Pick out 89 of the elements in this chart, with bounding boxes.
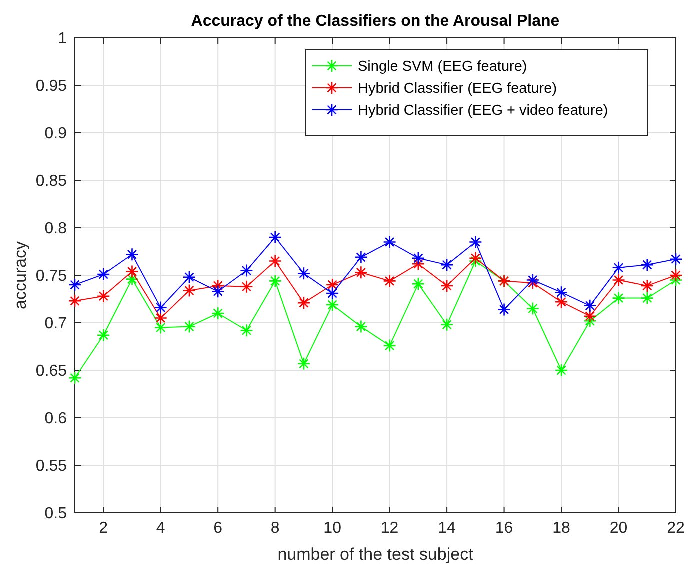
chart-title: Accuracy of the Classifiers on the Arousal Plane bbox=[191, 13, 560, 30]
point bbox=[440, 258, 454, 272]
point bbox=[211, 306, 225, 320]
y-tick-label: 0.6 bbox=[44, 410, 68, 428]
point bbox=[96, 328, 110, 342]
x-tick-label: 14 bbox=[438, 520, 456, 537]
y-tick-label: 1 bbox=[58, 30, 68, 48]
x-tick-label: 12 bbox=[380, 520, 399, 537]
point bbox=[526, 276, 540, 290]
point bbox=[612, 292, 626, 305]
point bbox=[640, 292, 654, 305]
point bbox=[268, 274, 282, 288]
y-tick-label: 0.7 bbox=[44, 316, 68, 333]
point bbox=[554, 364, 568, 378]
point bbox=[640, 279, 654, 293]
point bbox=[412, 277, 426, 291]
legend-label: Hybrid Classifier (EEG + video feature) bbox=[358, 103, 608, 120]
point bbox=[612, 274, 626, 287]
x-tick-label: 2 bbox=[99, 520, 108, 537]
point bbox=[96, 268, 110, 282]
point bbox=[583, 299, 597, 313]
point bbox=[326, 298, 340, 312]
point bbox=[583, 310, 597, 323]
x-axis-title: number of the test subject bbox=[278, 545, 474, 564]
point bbox=[554, 286, 568, 300]
point bbox=[297, 357, 311, 370]
point bbox=[182, 284, 196, 298]
point bbox=[68, 294, 82, 308]
point bbox=[498, 303, 511, 316]
point bbox=[469, 254, 482, 268]
point bbox=[326, 278, 340, 292]
x-tick-label: 18 bbox=[552, 520, 571, 537]
point bbox=[554, 295, 568, 309]
x-tick-label: 16 bbox=[495, 520, 514, 537]
point bbox=[383, 339, 396, 352]
x-tick-label: 6 bbox=[214, 520, 223, 537]
y-tick-label: 0.95 bbox=[36, 78, 68, 96]
point bbox=[182, 320, 196, 334]
point bbox=[526, 302, 540, 316]
point bbox=[154, 301, 168, 314]
y-tick-label: 0.8 bbox=[44, 220, 68, 238]
point bbox=[297, 266, 311, 280]
point bbox=[669, 252, 683, 266]
point bbox=[268, 230, 282, 244]
y-tick-label: 0.9 bbox=[44, 126, 68, 143]
point bbox=[154, 321, 168, 334]
y-tick-label: 0.65 bbox=[36, 363, 68, 380]
point bbox=[526, 274, 540, 287]
point bbox=[96, 290, 110, 304]
point bbox=[68, 278, 82, 292]
point bbox=[612, 261, 626, 275]
point bbox=[126, 248, 139, 262]
point bbox=[240, 324, 254, 338]
x-tick-label: 10 bbox=[324, 520, 342, 537]
point bbox=[68, 371, 82, 385]
point bbox=[126, 272, 139, 286]
legend-label: Single SVM (EEG feature) bbox=[358, 59, 528, 76]
point bbox=[240, 264, 254, 278]
point bbox=[268, 254, 282, 268]
point bbox=[354, 320, 368, 334]
y-tick-label: 0.5 bbox=[44, 506, 68, 523]
point bbox=[440, 279, 454, 293]
point bbox=[211, 279, 225, 293]
y-tick-label: 0.55 bbox=[36, 458, 68, 476]
point bbox=[412, 252, 426, 266]
y-tick-label: 0.85 bbox=[36, 173, 68, 190]
x-tick-label: 22 bbox=[667, 520, 685, 537]
point bbox=[240, 280, 254, 294]
point bbox=[640, 258, 654, 272]
point bbox=[211, 285, 225, 298]
legend-label: Hybrid Classifier (EEG feature) bbox=[358, 81, 558, 98]
x-tick-label: 20 bbox=[610, 520, 628, 537]
x-tick-label: 8 bbox=[270, 520, 280, 537]
point bbox=[383, 274, 396, 288]
point bbox=[297, 296, 311, 310]
point bbox=[326, 286, 340, 300]
point bbox=[354, 250, 368, 264]
point bbox=[126, 265, 139, 278]
point bbox=[469, 236, 482, 249]
point bbox=[469, 252, 482, 266]
y-axis-title: accuracy bbox=[11, 240, 30, 310]
point bbox=[669, 268, 683, 282]
point bbox=[182, 270, 196, 284]
point bbox=[440, 318, 454, 332]
point bbox=[354, 266, 368, 280]
x-tick-label: 4 bbox=[156, 520, 166, 537]
y-tick-label: 0.75 bbox=[36, 268, 68, 286]
point bbox=[154, 312, 168, 325]
point bbox=[383, 236, 396, 249]
